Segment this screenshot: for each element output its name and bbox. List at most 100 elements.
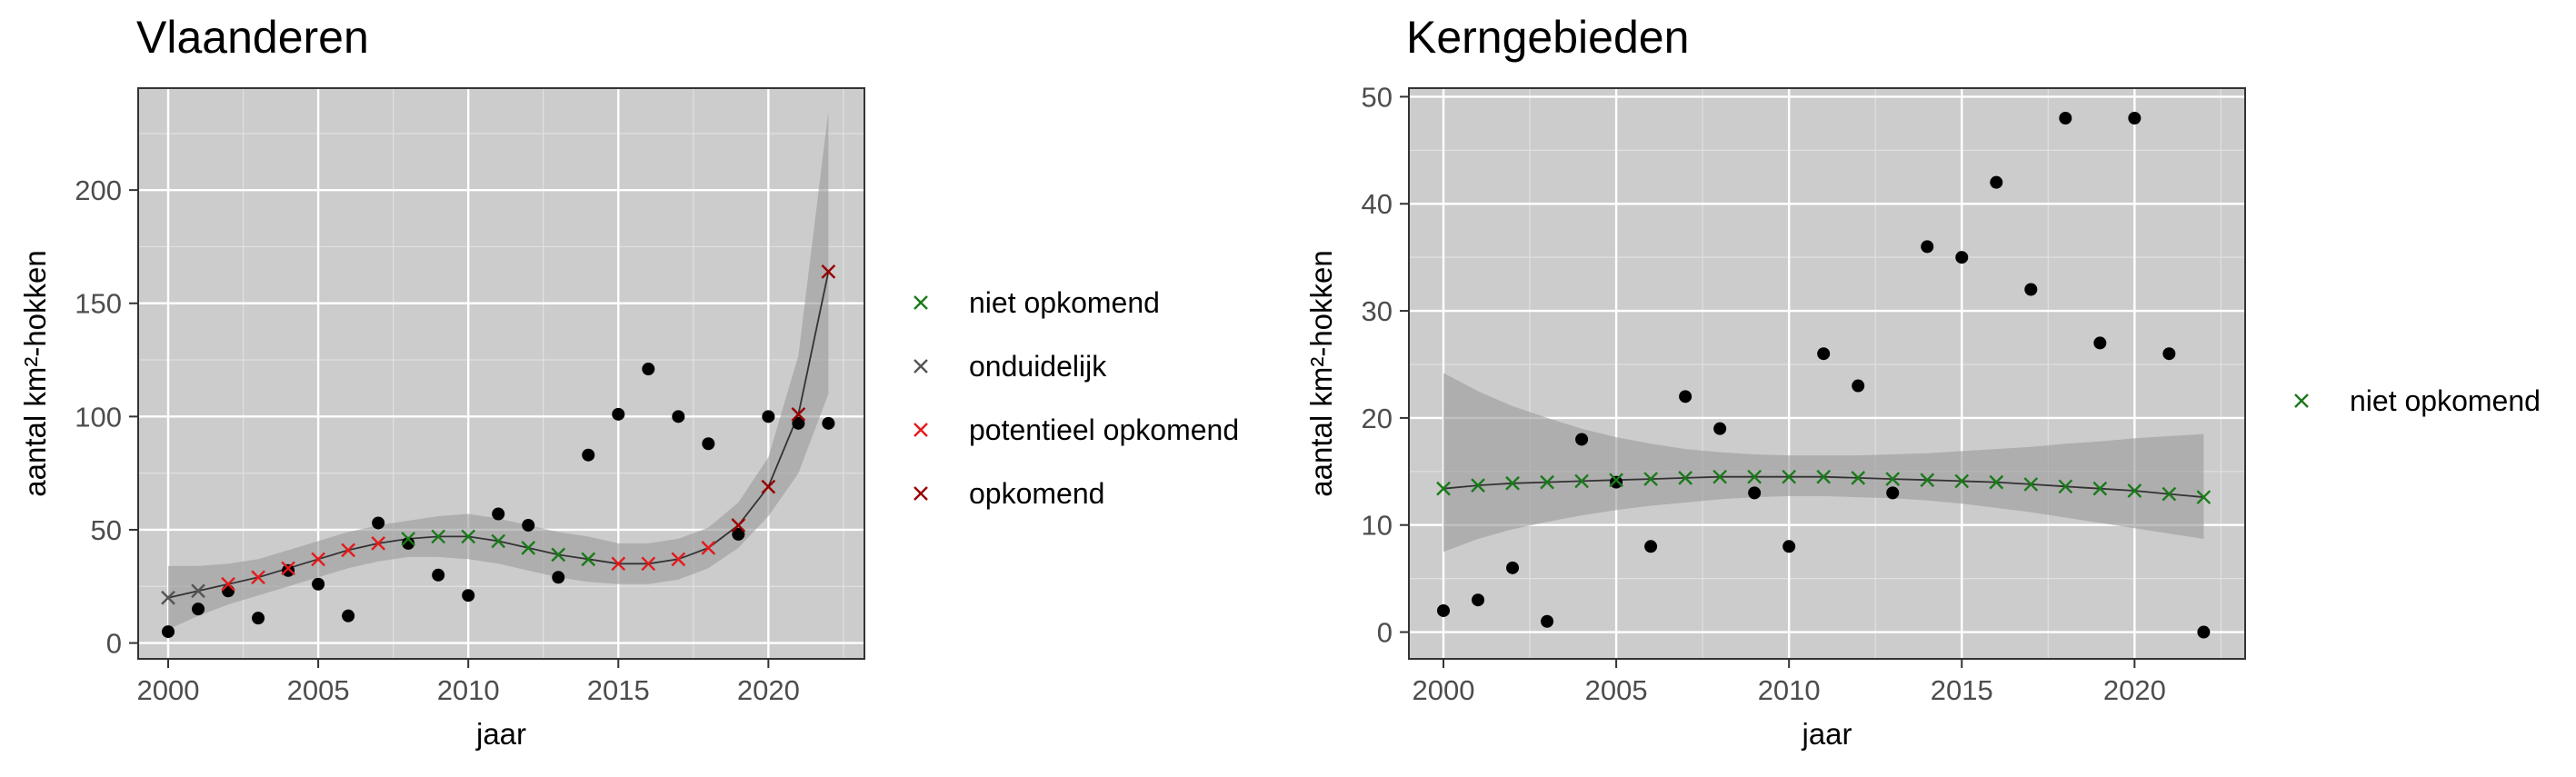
y-tick-label: 10 <box>1362 510 1393 542</box>
legend-marker <box>914 423 928 437</box>
marker-stroke <box>2058 479 2073 494</box>
marker-stroke <box>1920 473 1935 488</box>
trend-status-marker <box>1643 472 1658 486</box>
trend-status-marker <box>671 552 686 567</box>
trend-status-marker <box>431 529 446 544</box>
marker-stroke <box>1712 469 1727 484</box>
x-tick-label: 2010 <box>1758 674 1821 706</box>
y-tick-label: 0 <box>106 628 122 660</box>
observed-point <box>822 416 835 430</box>
y-tick-label: 50 <box>1362 81 1393 113</box>
legend-label: onduidelijk <box>969 350 1107 383</box>
confidence-ribbon <box>1443 373 2204 553</box>
trend-status-marker <box>2092 481 2108 496</box>
trend-status-marker <box>191 583 205 599</box>
observed-point <box>1713 422 1727 435</box>
marker-stroke <box>311 552 325 567</box>
observed-point <box>1748 486 1762 500</box>
marker-stroke <box>2127 483 2142 498</box>
marker-stroke <box>821 264 836 279</box>
x-axis-label: jaar <box>1801 717 1852 751</box>
observed-point <box>2093 336 2107 350</box>
marker-stroke <box>1678 471 1692 485</box>
x-tick-label: 2020 <box>737 674 800 706</box>
observed-point <box>2059 111 2072 125</box>
legend-marker <box>914 359 928 374</box>
trend-status-marker <box>2127 483 2142 498</box>
observed-point <box>762 410 775 423</box>
trend-status-marker <box>761 479 776 494</box>
marker-stroke <box>461 529 476 544</box>
legend-label: opkomend <box>969 477 1104 510</box>
observed-point <box>1679 390 1692 403</box>
marker-stroke <box>791 407 806 422</box>
trend-status-marker <box>1885 472 1901 486</box>
x-tick-label: 2020 <box>2103 674 2166 706</box>
observed-point <box>312 577 325 591</box>
trend-status-marker <box>221 576 235 592</box>
observed-point <box>1817 347 1831 361</box>
trend-status-marker <box>461 529 476 544</box>
observed-point <box>792 416 805 430</box>
observed-point <box>1437 603 1451 617</box>
observed-point <box>1610 475 1623 489</box>
trend-status-marker <box>1678 471 1692 485</box>
chart-title: Vlaanderen <box>136 12 369 63</box>
x-tick-label: 2005 <box>1585 674 1648 706</box>
legend-marker <box>914 295 928 310</box>
marker-stroke <box>671 552 686 567</box>
trend-status-marker <box>371 536 385 551</box>
observed-point <box>1472 593 1485 607</box>
y-tick-label: 20 <box>1362 403 1393 434</box>
observed-point <box>222 584 235 598</box>
trend-status-marker <box>281 561 295 576</box>
trend-status-marker <box>1782 469 1797 484</box>
panel-kerngebieden: 2000 2005 2010 2015 2020 0 10 20 30 40 50 Kerngebie… <box>1304 12 2541 751</box>
trend-status-marker <box>701 541 716 555</box>
marker-stroke <box>1954 473 1970 489</box>
observed-point <box>1990 175 2003 189</box>
marker-stroke <box>1574 473 1589 489</box>
marker-stroke <box>1989 474 2004 490</box>
marker-stroke <box>1851 471 1866 485</box>
trend-status-marker <box>731 518 746 533</box>
trend-status-marker <box>1954 473 1970 489</box>
marker-stroke <box>1643 472 1658 486</box>
x-tick-label: 2015 <box>1931 674 1993 706</box>
marker-stroke <box>161 590 175 605</box>
trend-status-marker <box>251 570 265 585</box>
y-tick-label: 50 <box>91 514 122 546</box>
marker-stroke <box>491 533 506 549</box>
observed-point <box>1955 251 1969 264</box>
y-tick-label: 200 <box>75 174 122 206</box>
marker-stroke <box>761 479 776 494</box>
marker-stroke <box>611 556 626 572</box>
observed-point <box>1575 433 1589 446</box>
marker-stroke <box>341 543 355 558</box>
legend-item: niet opkomend <box>914 286 1160 319</box>
trend-status-marker <box>551 547 566 563</box>
trend-status-marker <box>1471 478 1485 493</box>
trend-status-marker <box>1851 471 1866 485</box>
observed-point <box>642 363 655 376</box>
observed-point <box>522 518 535 532</box>
marker-stroke <box>1540 474 1554 490</box>
marker-stroke <box>1505 475 1520 491</box>
marker-stroke <box>521 541 536 555</box>
observed-point <box>432 568 445 582</box>
marker-stroke <box>581 552 596 567</box>
marker-stroke <box>1436 481 1451 496</box>
trend-status-marker <box>1712 469 1727 484</box>
panel-vlaanderen: 2000 2005 2010 2015 2020 0 50 100 150 200 Vlaander… <box>18 12 1239 751</box>
observed-point <box>672 410 685 423</box>
observed-point <box>612 407 625 421</box>
legend-item: onduidelijk <box>914 350 1107 383</box>
observed-point <box>732 527 745 541</box>
observed-point <box>462 589 475 603</box>
observed-point <box>1541 614 1554 628</box>
trend-status-marker <box>791 407 806 422</box>
x-axis-label: jaar <box>475 717 526 751</box>
observed-point <box>2024 283 2038 296</box>
